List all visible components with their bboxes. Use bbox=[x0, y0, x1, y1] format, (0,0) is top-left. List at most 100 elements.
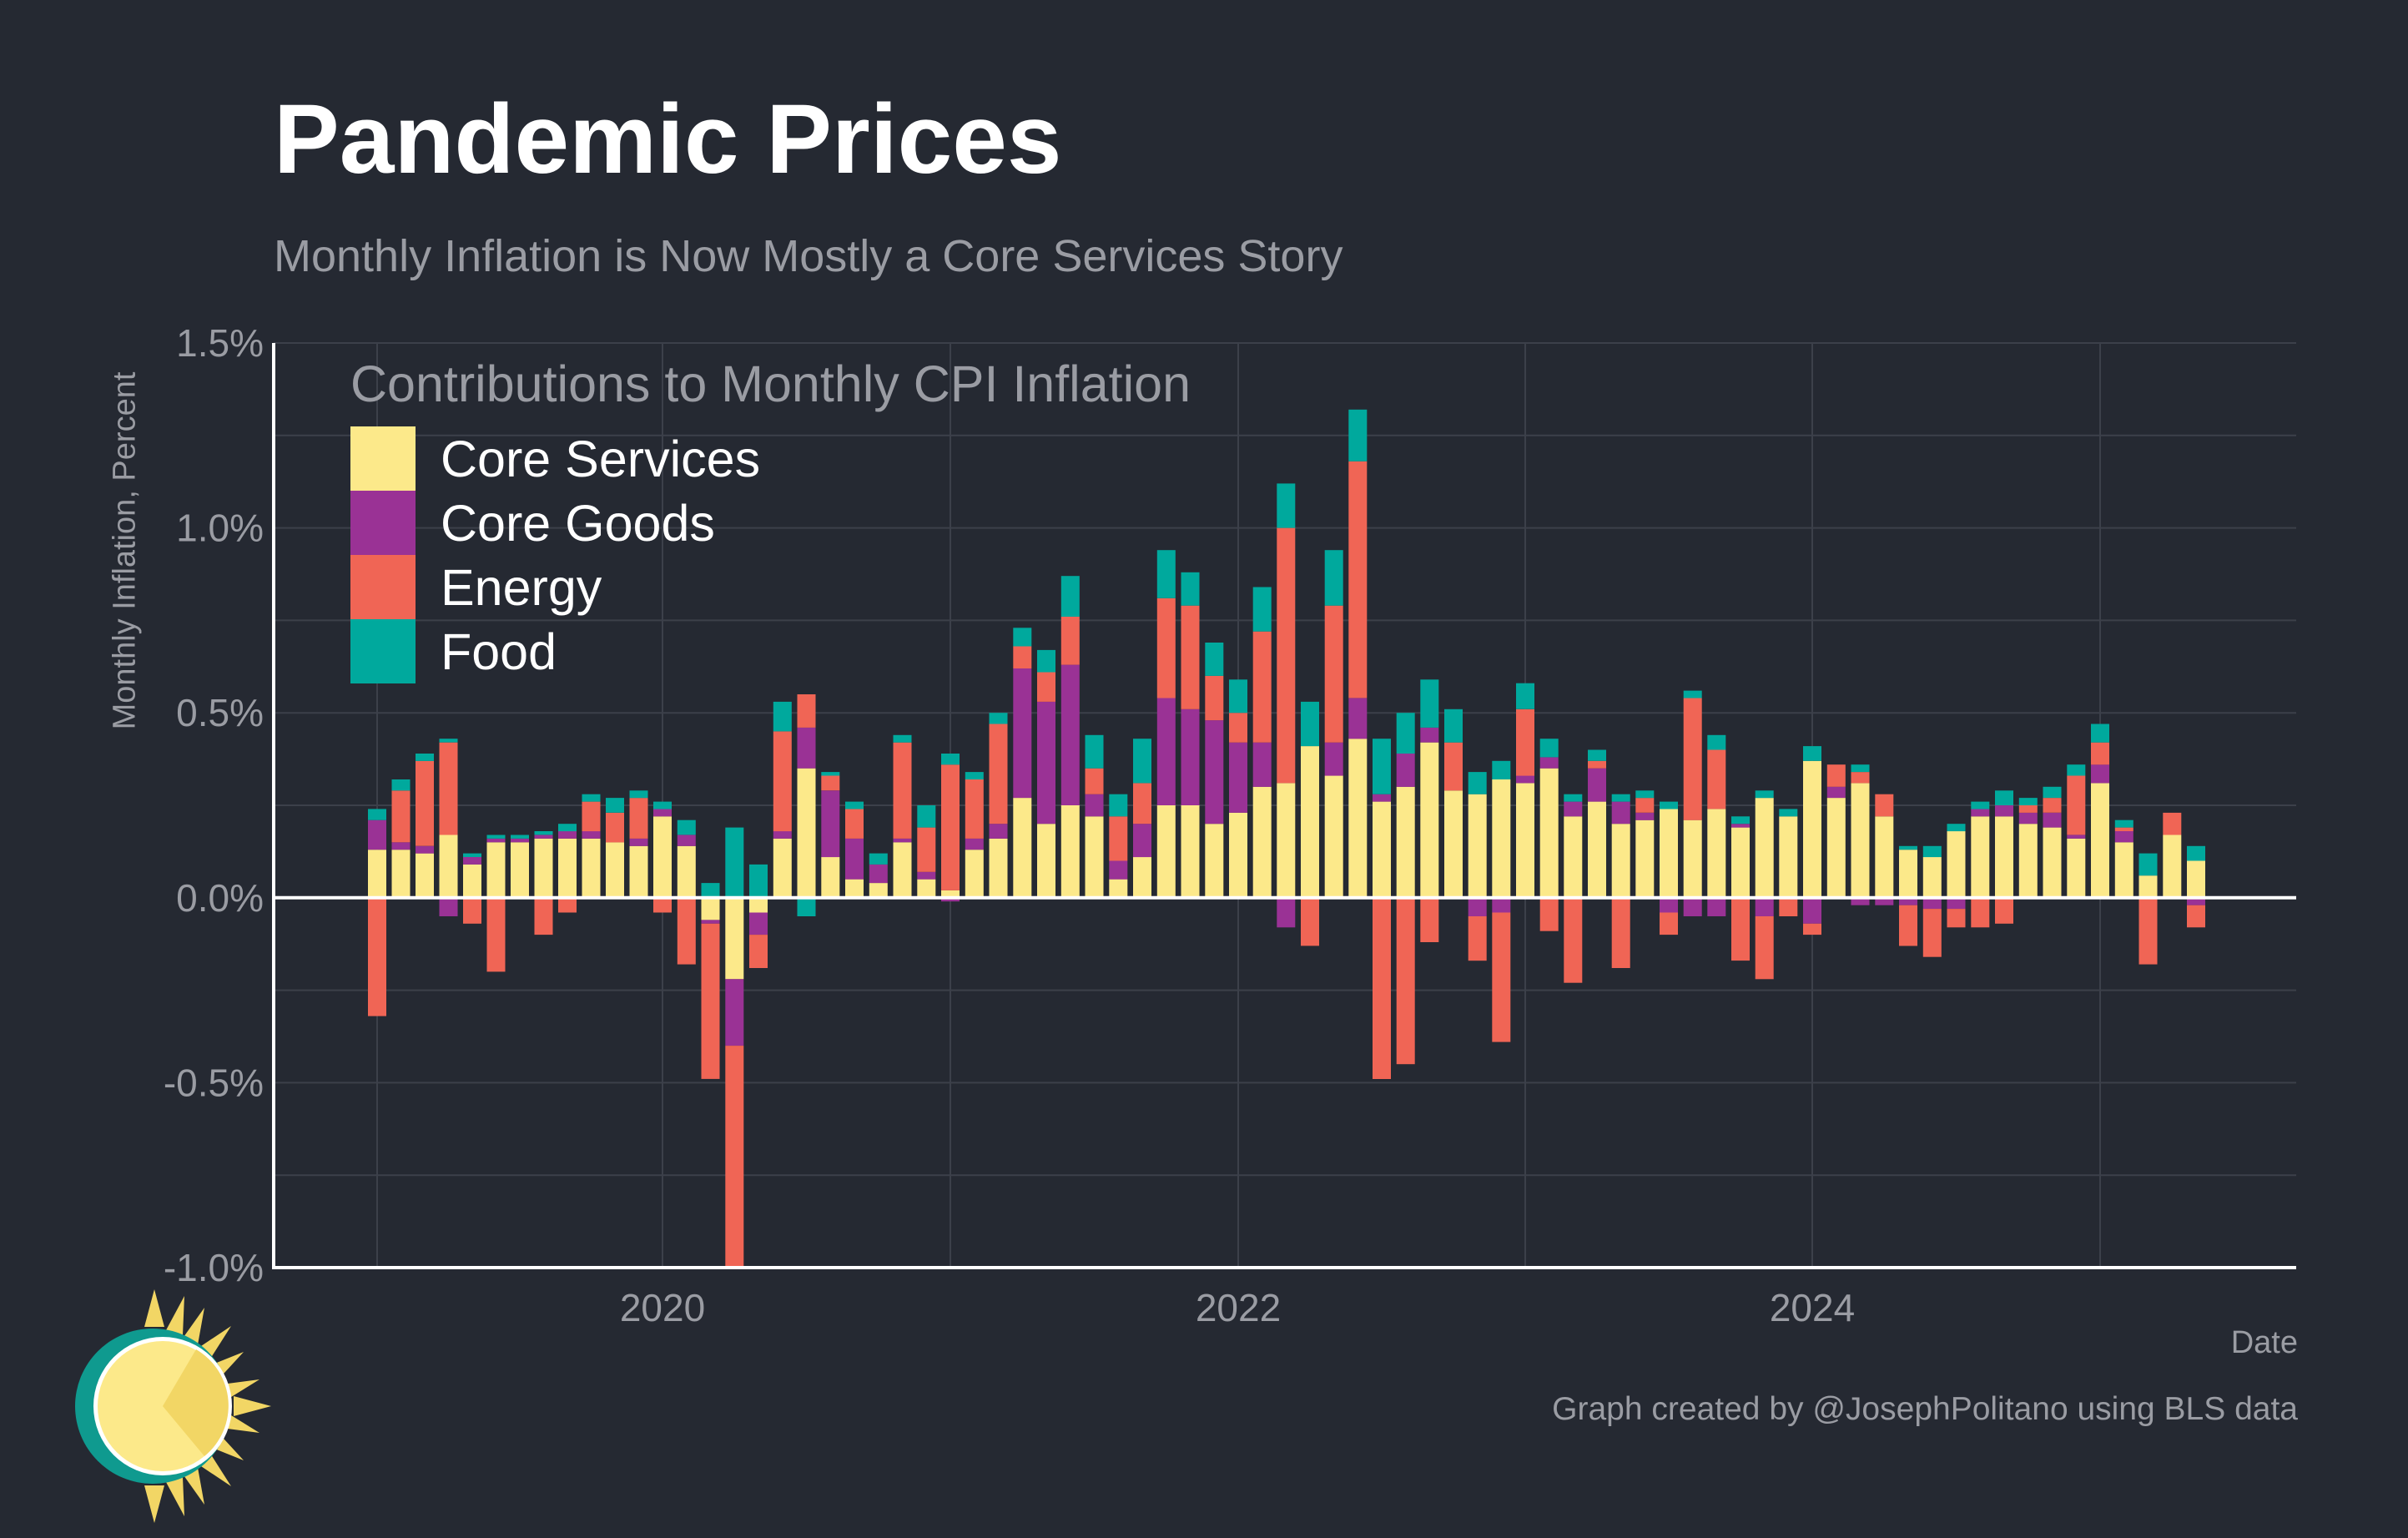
bar-food-2020-04 bbox=[725, 827, 744, 898]
bar-core-services-2024-07 bbox=[1947, 831, 1966, 898]
bar-core-services-2024-11 bbox=[2043, 827, 2062, 898]
bar-energy-2023-03 bbox=[1564, 897, 1583, 983]
bar-core-services-2024-06 bbox=[1922, 857, 1942, 898]
bar-energy-2023-01 bbox=[1516, 708, 1534, 776]
bar-core-goods-2019-01 bbox=[368, 819, 386, 850]
bar-food-2019-12 bbox=[629, 790, 648, 799]
bar-food-2019-06 bbox=[486, 835, 506, 839]
bars bbox=[368, 409, 2205, 1268]
bar-energy-2022-09 bbox=[1420, 897, 1439, 942]
bar-food-2020-06 bbox=[773, 701, 792, 732]
bar-food-2019-07 bbox=[511, 835, 529, 839]
bar-food-2020-10 bbox=[869, 853, 888, 865]
bar-core-services-2021-05 bbox=[1037, 824, 1055, 898]
bar-food-2022-04 bbox=[1301, 701, 1319, 747]
bar-core-services-2019-09 bbox=[558, 838, 577, 898]
bar-energy-2021-06 bbox=[1060, 617, 1080, 665]
bar-core-services-2025-01 bbox=[2091, 783, 2109, 898]
bar-food-2023-05 bbox=[1611, 794, 1630, 802]
bar-core-goods-2024-01 bbox=[1803, 897, 1821, 924]
bar-food-2024-11 bbox=[2043, 786, 2062, 799]
bar-core-services-2021-03 bbox=[989, 838, 1008, 898]
bar-energy-2020-09 bbox=[845, 809, 864, 839]
bar-energy-2025-01 bbox=[2091, 742, 2109, 765]
bar-energy-2019-08 bbox=[534, 897, 553, 935]
bar-energy-2024-11 bbox=[2043, 798, 2062, 813]
bar-food-2019-09 bbox=[558, 824, 577, 832]
page-subtitle: Monthly Inflation is Now Mostly a Core S… bbox=[274, 231, 1343, 281]
bar-energy-2022-02 bbox=[1252, 631, 1272, 743]
bar-core-services-2020-09 bbox=[845, 879, 864, 898]
bar-core-goods-2024-08 bbox=[1971, 809, 1990, 817]
bar-food-2022-09 bbox=[1420, 679, 1439, 728]
bar-core-services-2024-02 bbox=[1826, 798, 1846, 898]
bar-food-2022-06 bbox=[1348, 409, 1368, 461]
bar-core-goods-2023-10 bbox=[1731, 824, 1750, 828]
bar-core-services-2023-12 bbox=[1779, 816, 1798, 898]
bar-core-services-2019-03 bbox=[416, 853, 434, 898]
bar-energy-2022-01 bbox=[1229, 713, 1247, 743]
bar-energy-2019-01 bbox=[368, 897, 386, 1016]
bar-core-goods-2021-12 bbox=[1205, 720, 1224, 824]
bar-energy-2023-04 bbox=[1588, 760, 1606, 769]
bar-core-services-2024-12 bbox=[2067, 838, 2086, 898]
bar-energy-2019-03 bbox=[416, 760, 434, 846]
bar-core-goods-2022-01 bbox=[1229, 742, 1247, 813]
bar-core-goods-2020-09 bbox=[845, 838, 864, 880]
bar-food-2023-12 bbox=[1779, 809, 1798, 817]
bar-energy-2024-09 bbox=[1995, 897, 2013, 924]
bar-core-goods-2019-03 bbox=[416, 845, 434, 854]
bar-core-services-2021-06 bbox=[1060, 805, 1080, 898]
bar-energy-2021-04 bbox=[1013, 646, 1032, 668]
bar-food-2020-03 bbox=[701, 883, 720, 898]
legend-item-energy: Energy bbox=[350, 555, 1191, 619]
bar-core-services-2021-10 bbox=[1156, 805, 1176, 898]
bar-core-services-2020-11 bbox=[893, 842, 912, 898]
bar-core-services-2019-08 bbox=[534, 838, 553, 898]
bar-energy-2024-03 bbox=[1851, 772, 1870, 784]
bar-core-services-2021-04 bbox=[1013, 798, 1032, 898]
bar-core-services-2023-10 bbox=[1731, 827, 1750, 898]
bar-core-goods-2020-12 bbox=[917, 871, 936, 880]
bar-food-2020-12 bbox=[917, 805, 936, 828]
bar-core-services-2025-03 bbox=[2138, 875, 2158, 898]
bar-core-services-2019-04 bbox=[439, 835, 458, 898]
bar-energy-2024-07 bbox=[1947, 909, 1966, 928]
bar-food-2023-11 bbox=[1755, 790, 1774, 799]
bar-food-2022-02 bbox=[1252, 587, 1272, 632]
bar-food-2021-04 bbox=[1013, 628, 1032, 647]
bar-energy-2023-10 bbox=[1731, 897, 1750, 961]
bar-core-services-2019-05 bbox=[463, 864, 481, 898]
bar-food-2024-06 bbox=[1922, 845, 1942, 858]
bar-core-goods-2023-02 bbox=[1539, 757, 1559, 769]
bar-food-2019-08 bbox=[534, 831, 553, 835]
bar-core-goods-2023-07 bbox=[1660, 897, 1678, 913]
bar-energy-2020-08 bbox=[821, 775, 840, 791]
bar-food-2021-05 bbox=[1037, 649, 1055, 673]
source-credit: Graph created by @JosephPolitano using B… bbox=[1552, 1391, 2298, 1427]
bar-core-services-2021-02 bbox=[965, 850, 984, 898]
bar-energy-2020-06 bbox=[773, 731, 792, 832]
bar-core-services-2021-09 bbox=[1133, 857, 1151, 898]
bar-food-2022-03 bbox=[1277, 483, 1296, 528]
bar-energy-2021-03 bbox=[989, 724, 1008, 824]
bar-core-services-2021-11 bbox=[1181, 805, 1200, 898]
bar-core-goods-2021-04 bbox=[1013, 668, 1032, 799]
bar-core-goods-2021-11 bbox=[1181, 708, 1200, 805]
bar-core-goods-2021-10 bbox=[1156, 698, 1176, 805]
bar-food-2024-12 bbox=[2067, 764, 2086, 776]
bar-energy-2019-05 bbox=[463, 897, 481, 924]
bar-energy-2024-01 bbox=[1803, 923, 1821, 935]
bar-food-2023-09 bbox=[1707, 734, 1726, 750]
bar-energy-2024-06 bbox=[1922, 909, 1942, 957]
bar-food-2023-03 bbox=[1564, 794, 1583, 802]
bar-core-services-2024-03 bbox=[1851, 783, 1870, 898]
legend-swatch bbox=[350, 555, 416, 619]
bar-core-goods-2019-06 bbox=[486, 838, 506, 843]
bar-food-2024-08 bbox=[1971, 801, 1990, 809]
bar-energy-2022-04 bbox=[1301, 897, 1319, 946]
bar-core-goods-2019-09 bbox=[558, 831, 577, 839]
legend-swatch bbox=[350, 491, 416, 555]
bar-food-2020-11 bbox=[893, 734, 912, 743]
bar-core-goods-2024-10 bbox=[2018, 812, 2038, 824]
